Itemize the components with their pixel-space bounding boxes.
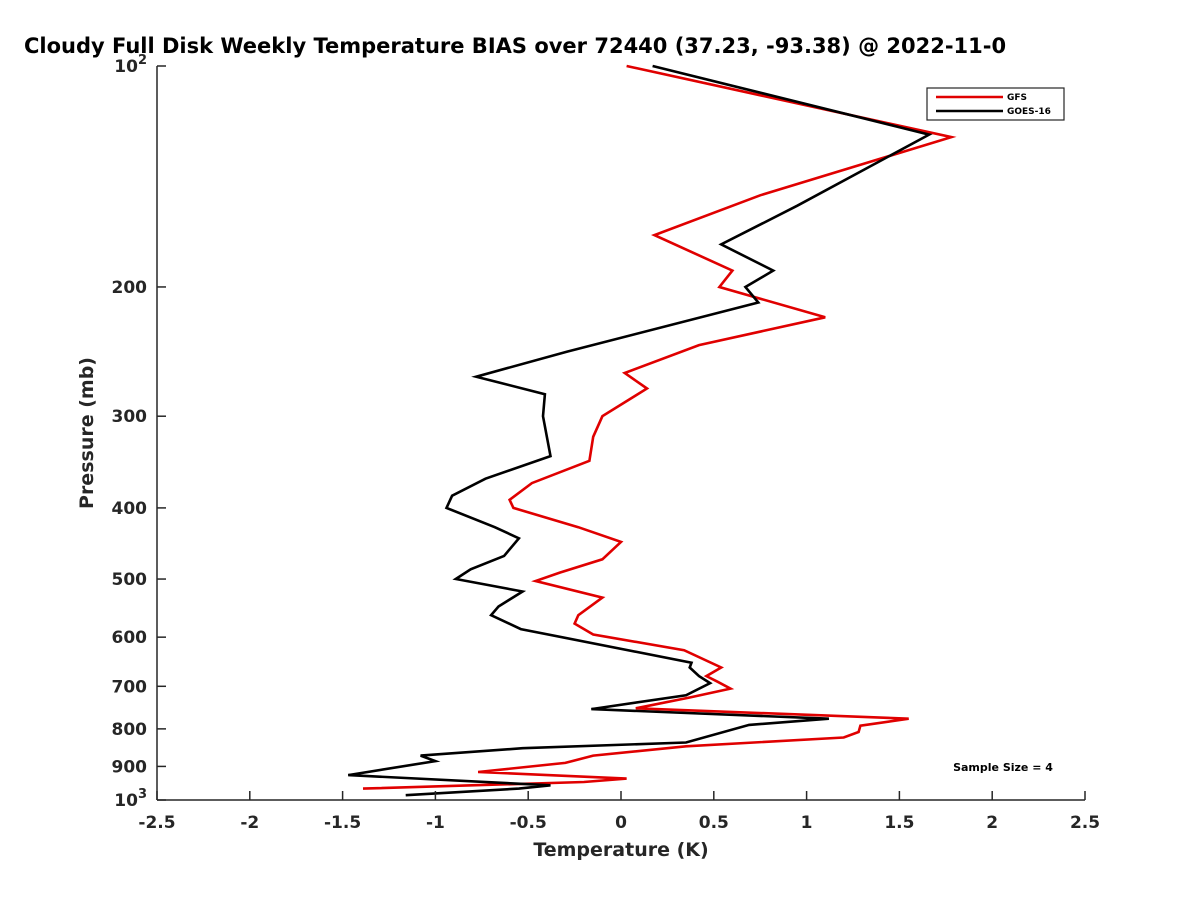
y-axis-label: Pressure (mb): [76, 357, 98, 509]
y-tick-label: 500: [112, 570, 148, 590]
sample-size-annotation: Sample Size = 4: [953, 761, 1053, 774]
plot-area: [156, 66, 1085, 801]
x-tick-label: 1.5: [884, 813, 914, 833]
x-tick-label: -2.5: [138, 813, 175, 833]
x-tick-label: -2: [240, 813, 259, 833]
y-tick-label: 700: [112, 677, 148, 697]
series-line-gfs: [362, 64, 957, 790]
x-axis: -2.5 -2 -1.5 -1 -0.5 0 0.5 1 1.5 2 2.5: [138, 791, 1100, 833]
y-tick-label: 600: [112, 628, 148, 648]
legend-label: GOES-16: [1007, 107, 1051, 117]
y-tick-label: 102: [114, 53, 147, 77]
x-axis-label: Temperature (K): [533, 839, 708, 861]
y-axis: 102 200 300 400 500 600 700 800 900 103: [112, 53, 166, 811]
y-tick-label: 103: [114, 787, 147, 811]
x-tick-label: -1: [426, 813, 445, 833]
y-tick-label: 800: [112, 720, 148, 740]
series-line-goes-16: [347, 64, 933, 797]
x-tick-label: 0.5: [699, 813, 729, 833]
series-layer: [347, 64, 957, 797]
legend: GFS GOES-16: [926, 87, 1065, 121]
x-tick-label: -0.5: [510, 813, 547, 833]
x-tick-label: 0: [615, 813, 627, 833]
x-tick-label: 1: [801, 813, 813, 833]
legend-box: [926, 87, 1065, 121]
x-tick-label: 2.5: [1070, 813, 1100, 833]
x-tick-label: -1.5: [324, 813, 361, 833]
y-tick-label: 900: [112, 757, 148, 777]
y-tick-label: 200: [112, 278, 148, 298]
y-tick-label: 400: [112, 499, 148, 519]
legend-label: GFS: [1007, 93, 1027, 103]
x-tick-label: 2: [986, 813, 998, 833]
y-tick-label: 300: [112, 407, 148, 427]
chart-title: Cloudy Full Disk Weekly Temperature BIAS…: [24, 34, 1006, 58]
